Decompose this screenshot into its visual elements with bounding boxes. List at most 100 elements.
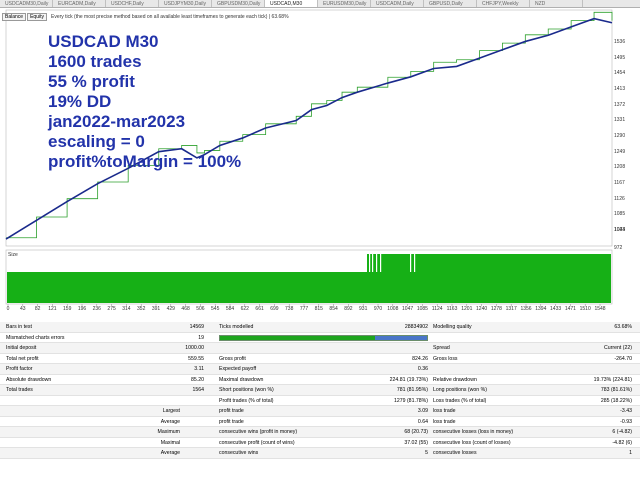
size-label: Size bbox=[8, 252, 18, 258]
overlay-trades: 1600 trades bbox=[48, 52, 142, 71]
x-tick-label: 352 bbox=[137, 306, 146, 312]
max-cons-losses-value: 6 (-4.82) bbox=[612, 429, 632, 435]
x-tick-label: 545 bbox=[211, 306, 220, 312]
x-tick-label: 236 bbox=[92, 306, 101, 312]
size-bar-gap bbox=[372, 254, 374, 272]
x-tick-label: 121 bbox=[48, 306, 57, 312]
y-tick-label: 1085 bbox=[614, 211, 626, 218]
overlay-profit: 55 % profit bbox=[48, 72, 135, 91]
equity-legend-button[interactable]: Equity bbox=[27, 12, 47, 21]
chart-tab[interactable]: CHFJPY,Weekly bbox=[477, 0, 530, 7]
y-tick-label: 1023 bbox=[614, 227, 626, 233]
maximal-cons-loss-value: -4.82 (6) bbox=[612, 439, 632, 446]
y-tick-label: 1290 bbox=[614, 133, 626, 139]
long-positions-label: Long positions (won %) bbox=[433, 387, 487, 393]
maximal-cons-loss-label: consecutive loss (count of losses) bbox=[433, 439, 511, 446]
x-tick-label: 1510 bbox=[579, 306, 591, 312]
chart-tab[interactable]: USDCADM30,Daily bbox=[0, 0, 53, 7]
x-tick-label: 622 bbox=[240, 306, 249, 312]
profit-factor-value: 3.11 bbox=[194, 366, 204, 372]
x-tick-label: 738 bbox=[285, 306, 294, 312]
balance-line bbox=[5, 17, 613, 240]
table-row: Total net profit 559.55 Gross profit 824… bbox=[0, 354, 640, 364]
table-row: Initial deposit 1000.00 Spread Current (… bbox=[0, 343, 640, 354]
chart-tab[interactable]: USDCHF,Daily bbox=[106, 0, 159, 7]
x-tick-label: 1278 bbox=[490, 306, 502, 312]
y-tick-label: 1495 bbox=[614, 54, 626, 61]
y-tick-label: 1372 bbox=[614, 101, 626, 108]
y-tick-label: 972 bbox=[614, 245, 623, 251]
x-tick-label: 0 bbox=[6, 306, 10, 312]
x-tick-label: 1356 bbox=[520, 306, 532, 312]
avg-cons-wins-value: 5 bbox=[425, 450, 428, 456]
x-tick-label: 854 bbox=[329, 306, 338, 312]
model-note: Every tick (the most precise method base… bbox=[50, 13, 289, 20]
bars-in-test-value: 14569 bbox=[189, 324, 204, 330]
x-tick-label: 1394 bbox=[535, 306, 547, 312]
x-tick-label: 1317 bbox=[505, 306, 517, 312]
x-tick-label: 1548 bbox=[594, 306, 606, 312]
x-tick-label: 1008 bbox=[387, 306, 399, 312]
balance-chart-frame bbox=[5, 9, 613, 247]
table-row: Profit trades (% of total) 1279 (81.78%)… bbox=[0, 396, 640, 406]
chart-tab[interactable]: USDCAD,M30 bbox=[265, 0, 318, 7]
report-table: Bars in test 14569 Ticks modelled 288349… bbox=[0, 322, 640, 459]
average-loss-value: -0.93 bbox=[620, 418, 632, 425]
largest-label: Largest bbox=[162, 408, 180, 414]
balance-legend-button[interactable]: Balance bbox=[2, 12, 27, 21]
overlay-period: jan2022-mar2023 bbox=[48, 112, 186, 131]
relative-drawdown-label: Relative drawdown bbox=[433, 376, 477, 383]
table-row: Absolute drawdown 85.20 Maximal drawdown… bbox=[0, 375, 640, 385]
profit-trades-label: Profit trades (% of total) bbox=[219, 397, 274, 404]
overlay-escaling: escaling = 0 bbox=[48, 132, 145, 151]
max-cons-wins-label: consecutive wins (profit in money) bbox=[219, 429, 298, 435]
table-row: Maximal consecutive profit (count of win… bbox=[0, 438, 640, 448]
table-row: Bars in test 14569 Ticks modelled 288349… bbox=[0, 322, 640, 333]
absolute-drawdown-label: Absolute drawdown bbox=[6, 376, 52, 383]
x-axis: 0 43 82 121 159 196 236 275 314 352 391 429 468 506 54… bbox=[0, 306, 640, 314]
chart-tab[interactable]: EURCADM,Daily bbox=[53, 0, 106, 7]
expected-payoff-label: Expected payoff bbox=[219, 366, 257, 372]
y-tick-label: 1249 bbox=[614, 148, 626, 155]
chart-tab[interactable]: EURUSDM30,Daily bbox=[318, 0, 371, 7]
absolute-drawdown-value: 85.20 bbox=[191, 376, 204, 383]
x-tick-label: 699 bbox=[270, 306, 279, 312]
maximal-drawdown-value: 224.81 (19.73%) bbox=[389, 376, 428, 383]
maximal-label: Maximal bbox=[160, 439, 180, 446]
maximal-cons-profit-value: 37.02 (55) bbox=[404, 439, 428, 446]
average-label: Average bbox=[160, 418, 180, 425]
modelling-quality-label: Modelling quality bbox=[433, 324, 472, 330]
chart-tab[interactable]: NZD bbox=[530, 0, 583, 7]
profit-factor-label: Profit factor bbox=[6, 366, 33, 372]
average-loss-label: loss trade bbox=[433, 418, 456, 425]
chart-legend: Balance Equity Every tick (the most prec… bbox=[2, 12, 289, 21]
x-tick-label: 661 bbox=[255, 306, 264, 312]
x-tick-label: 1433 bbox=[550, 306, 562, 312]
spread-value: Current (22) bbox=[604, 345, 632, 351]
long-positions-value: 783 (81.61%) bbox=[600, 387, 632, 393]
x-tick-label: 1471 bbox=[564, 306, 576, 312]
x-tick-label: 82 bbox=[34, 306, 41, 312]
x-tick-label: 1124 bbox=[431, 306, 443, 312]
tester-graph bbox=[5, 9, 613, 306]
overlay-annotation: USDCAD M30 1600 trades 55 % profit 19% D… bbox=[48, 32, 241, 172]
largest-loss-value: -3.43 bbox=[620, 408, 632, 414]
x-tick-label: 196 bbox=[77, 306, 87, 312]
chart-tab[interactable]: GBPUSD,Daily bbox=[424, 0, 477, 7]
chart-tab[interactable]: GBPUSDM30,Daily bbox=[212, 0, 265, 7]
chart-tab[interactable]: USDCADM,Daily bbox=[371, 0, 424, 7]
modelling-quality-value: 63.68% bbox=[614, 324, 632, 330]
x-tick-label: 777 bbox=[299, 306, 309, 312]
quality-bar-segment bbox=[375, 335, 427, 340]
y-tick-label: 1331 bbox=[614, 117, 626, 124]
max-cons-losses-label: consecutive losses (loss in money) bbox=[433, 429, 514, 435]
mismatched-label: Mismatched charts errors bbox=[6, 334, 65, 341]
maximal-cons-profit-label: consecutive profit (count of wins) bbox=[219, 439, 295, 446]
y-tick-label: 1126 bbox=[614, 195, 625, 202]
loss-trades-value: 285 (18.22%) bbox=[600, 397, 632, 404]
gross-loss-label: Gross loss bbox=[433, 355, 458, 362]
overlay-drawdown: 19% DD bbox=[48, 92, 112, 111]
chart-tab[interactable]: USDJPYM30,Daily bbox=[159, 0, 212, 7]
average2-label: Average bbox=[160, 450, 180, 456]
mismatched-value: 19 bbox=[198, 334, 204, 341]
